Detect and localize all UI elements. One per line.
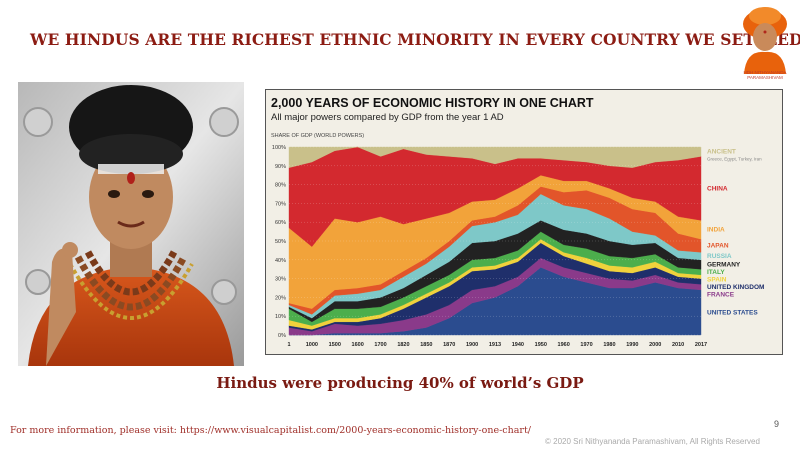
y-tick-label: 10% — [275, 314, 286, 320]
y-tick-label: 20% — [275, 295, 286, 301]
x-tick-label: 1850 — [420, 342, 432, 348]
y-tick-label: 0% — [278, 333, 286, 339]
y-tick-label: 60% — [275, 220, 286, 226]
y-tick-label: 90% — [275, 164, 286, 170]
legend-united-kingdom: UNITED KINGDOM — [707, 284, 764, 291]
gdp-stacked-area-chart: 2,000 YEARS OF ECONOMIC HISTORY IN ONE C… — [271, 96, 764, 348]
x-tick-label: 2000 — [649, 342, 661, 348]
x-tick-label: 1 — [287, 342, 290, 348]
x-tick-label: 1870 — [443, 342, 455, 348]
guru-logo — [743, 7, 787, 74]
x-tick-label: 2010 — [672, 342, 684, 348]
y-tick-label: 30% — [275, 277, 286, 283]
legend-italy: ITALY — [707, 269, 725, 276]
x-tick-label: 1900 — [466, 342, 478, 348]
legend-ancient-sublabel: Greece, Egypt, Turkey, Iran — [707, 157, 762, 162]
x-tick-label: 1960 — [558, 342, 570, 348]
footer-link[interactable]: For more information, please visit: http… — [10, 425, 531, 436]
area-ancient — [288, 146, 702, 168]
copyright: © 2020 Sri Nithyananda Paramashivam, All… — [545, 437, 760, 446]
y-tick-label: 50% — [275, 239, 286, 245]
x-tick-label: 1980 — [603, 342, 615, 348]
slide-title: WE HINDUS ARE THE RICHEST ETHNIC MINORIT… — [30, 30, 800, 49]
legend-france: FRANCE — [707, 292, 735, 299]
x-tick-label: 1820 — [397, 342, 409, 348]
legend-china: CHINA — [707, 185, 728, 192]
x-tick-label: 1913 — [489, 342, 501, 348]
y-tick-label: 70% — [275, 201, 286, 207]
x-tick-label: 1940 — [512, 342, 524, 348]
legend-spain: SPAIN — [707, 277, 727, 284]
x-tick-label: 1500 — [329, 342, 341, 348]
y-tick-label: 100% — [272, 145, 286, 151]
legend-india: INDIA — [707, 227, 725, 234]
legend-germany: GERMANY — [707, 262, 741, 269]
x-tick-label: 1990 — [626, 342, 638, 348]
portrait-image — [18, 82, 244, 366]
x-tick-label: 1000 — [306, 342, 318, 348]
x-tick-label: 2017 — [695, 342, 707, 348]
chart-subtitle: All major powers compared by GDP from th… — [271, 112, 504, 123]
chart-title: 2,000 YEARS OF ECONOMIC HISTORY IN ONE C… — [271, 96, 594, 110]
logo-caption: HDH NITHYANANDA PARAMASHIVAM — [743, 70, 787, 80]
x-tick-label: 1600 — [352, 342, 364, 348]
x-tick-label: 1950 — [535, 342, 547, 348]
legend-russia: RUSSIA — [707, 253, 732, 260]
y-tick-label: 80% — [275, 183, 286, 189]
y-axis-label: SHARE OF GDP (WORLD POWERS) — [271, 133, 364, 139]
y-tick-label: 40% — [275, 258, 286, 264]
slide-subtitle: Hindus were producing 40% of world’s GDP — [216, 374, 584, 392]
chart-frame: 2,000 YEARS OF ECONOMIC HISTORY IN ONE C… — [265, 89, 783, 355]
x-tick-label: 1970 — [580, 342, 592, 348]
x-tick-label: 1700 — [374, 342, 386, 348]
legend-japan: JAPAN — [707, 243, 729, 250]
page-number: 9 — [774, 419, 780, 429]
legend-ancient: ANCIENT — [707, 149, 736, 156]
legend-united-states: UNITED STATES — [707, 309, 758, 316]
